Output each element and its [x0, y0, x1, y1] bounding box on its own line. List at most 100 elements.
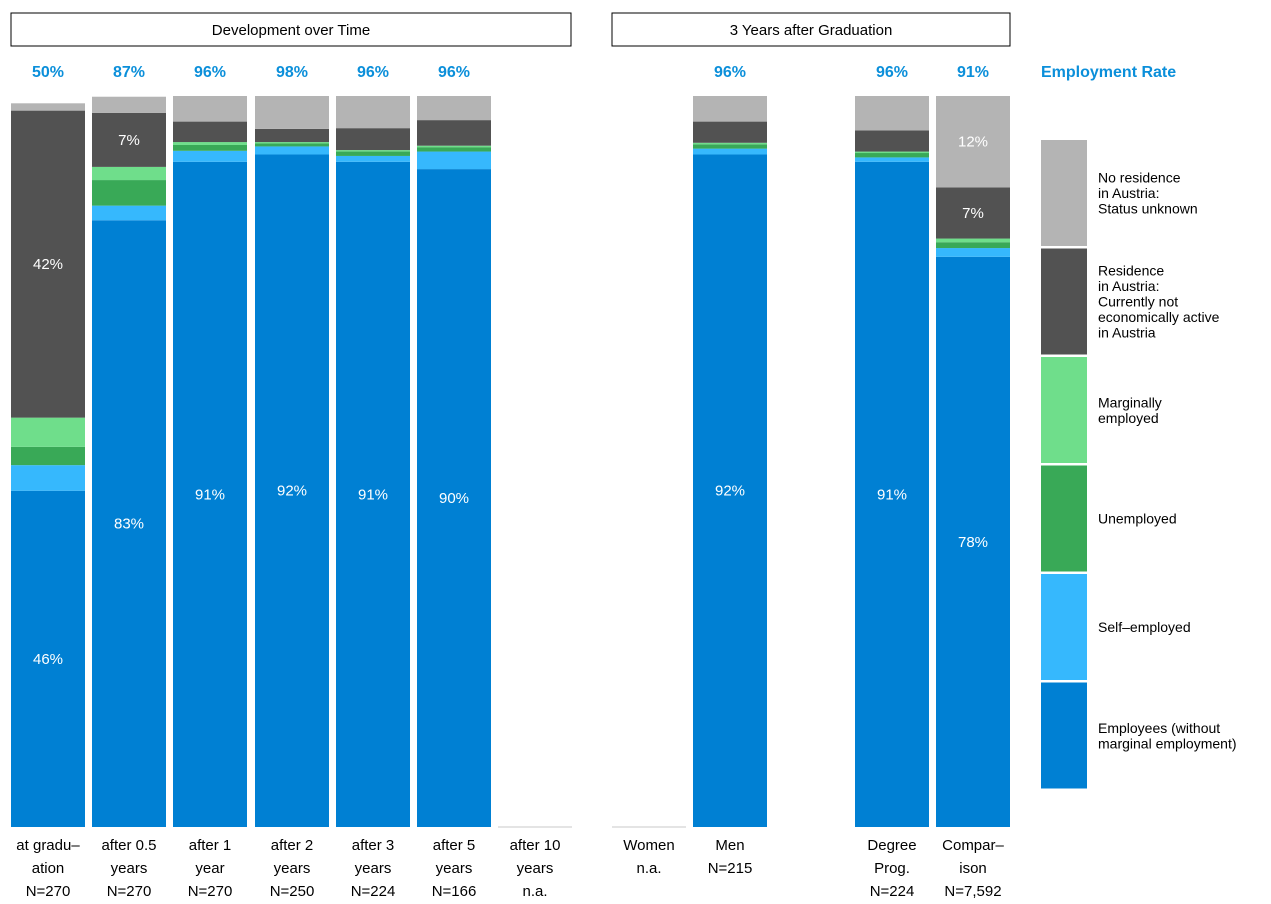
legend-swatch: [1041, 248, 1087, 355]
bar-segment: [336, 150, 410, 152]
bar-segment: [936, 248, 1010, 257]
category-label: N=270: [26, 883, 71, 900]
bar-segment: [173, 96, 247, 122]
legend-label: in Austria:: [1098, 278, 1159, 294]
employment-rate-label: 96%: [438, 64, 470, 81]
bar-segment: [855, 157, 929, 162]
data-label: 7%: [118, 132, 140, 149]
bar-segment: [693, 144, 767, 149]
category-label: Prog.: [874, 860, 910, 877]
category-label: N=270: [188, 883, 233, 900]
category-label: N=224: [870, 883, 915, 900]
data-label: 78%: [958, 534, 988, 551]
bar-segment: [92, 205, 166, 221]
category-label: years: [517, 860, 554, 877]
bar-segment: [255, 154, 329, 828]
bar-segment: [693, 121, 767, 143]
bar-segment: [693, 148, 767, 155]
data-label: 7%: [962, 205, 984, 222]
bar-column: 91% 78% 7% 12% Compar– ison N=7,592: [936, 64, 1010, 900]
category-label: n.a.: [636, 860, 661, 877]
panel-header-3years: 3 Years after Graduation: [730, 22, 893, 39]
bar-segment: [11, 103, 85, 111]
bar-segment: [855, 96, 929, 131]
bar-segment: [417, 169, 491, 828]
bar-column: 50% 46% 42% at gradu– ation N=270: [11, 64, 85, 900]
category-label: Men: [715, 837, 744, 854]
employment-rate-label: 87%: [113, 64, 145, 81]
bar-segment: [11, 465, 85, 491]
bar-segment: [936, 242, 1010, 249]
bar-segment: [92, 166, 166, 181]
data-label: 83%: [114, 516, 144, 533]
category-label: ation: [32, 860, 65, 877]
bar-segment: [336, 155, 410, 162]
data-label: 91%: [195, 486, 225, 503]
employment-rate-title: Employment Rate: [1041, 64, 1176, 81]
data-label: 12%: [958, 134, 988, 151]
category-label: Degree: [867, 837, 916, 854]
panel-header-box-3years: [611, 12, 1011, 47]
legend-item: Unemployed: [1041, 465, 1177, 572]
bar-segment: [11, 110, 85, 418]
bar-column: 98% 92% after 2 years N=250: [255, 64, 329, 900]
bar-segment: [336, 128, 410, 151]
data-label: 42%: [33, 256, 63, 273]
category-label: n.a.: [522, 883, 547, 900]
bar-segment: [255, 96, 329, 129]
bar-segment: [417, 145, 491, 148]
bar-segment: [417, 120, 491, 146]
bar-segment: [173, 150, 247, 162]
category-label: N=270: [107, 883, 152, 900]
category-label: after 5: [433, 837, 476, 854]
category-label: after 2: [271, 837, 314, 854]
legend-label: economically active: [1098, 309, 1220, 325]
bar-segment: [855, 153, 929, 158]
bar-segment: [11, 490, 85, 827]
bar-segment: [11, 417, 85, 447]
data-label: 92%: [277, 483, 307, 500]
data-label: 91%: [358, 486, 388, 503]
data-label: 90%: [439, 490, 469, 507]
legend-label: Status unknown: [1098, 201, 1198, 217]
legend-label: Self–employed: [1098, 619, 1191, 635]
data-label: 46%: [33, 651, 63, 668]
legend-swatch: [1041, 140, 1087, 246]
bar-column: 96% 91% after 3 years N=224: [336, 64, 410, 900]
category-label: year: [195, 860, 224, 877]
bar-segment: [255, 128, 329, 143]
category-label: N=215: [708, 860, 753, 877]
category-label: years: [111, 860, 148, 877]
panel-header-box-development: [10, 12, 572, 47]
legend-label: employed: [1098, 410, 1159, 426]
bar-segment: [936, 256, 1010, 827]
category-label: N=7,592: [944, 883, 1001, 900]
bar-segment: [855, 161, 929, 828]
bar-segment: [855, 151, 929, 154]
bar-segment: [255, 142, 329, 144]
bar-segment: [693, 142, 767, 145]
category-label: at gradu–: [16, 837, 80, 854]
panel-headers: Development over Time 3 Years after Grad…: [10, 12, 1011, 47]
category-label: after 1: [189, 837, 232, 854]
bar-segment: [92, 112, 166, 167]
bar-segment: [92, 220, 166, 827]
category-label: years: [355, 860, 392, 877]
bar-column: Women n.a.: [612, 826, 686, 877]
bar-segment: [693, 96, 767, 122]
category-label: after 10: [510, 837, 561, 854]
bar-segment: [255, 143, 329, 147]
category-label: N=166: [432, 883, 477, 900]
category-label: Compar–: [942, 837, 1004, 854]
employment-rate-label: 91%: [957, 64, 989, 81]
employment-rate-label: 96%: [714, 64, 746, 81]
bar-segment: [255, 146, 329, 155]
bar-segment: [173, 144, 247, 151]
employment-rate-label: 98%: [276, 64, 308, 81]
legend-item: Self–employed: [1041, 574, 1191, 680]
data-label: 92%: [715, 483, 745, 500]
bar-segment: [336, 151, 410, 156]
bar-segment: [173, 161, 247, 828]
